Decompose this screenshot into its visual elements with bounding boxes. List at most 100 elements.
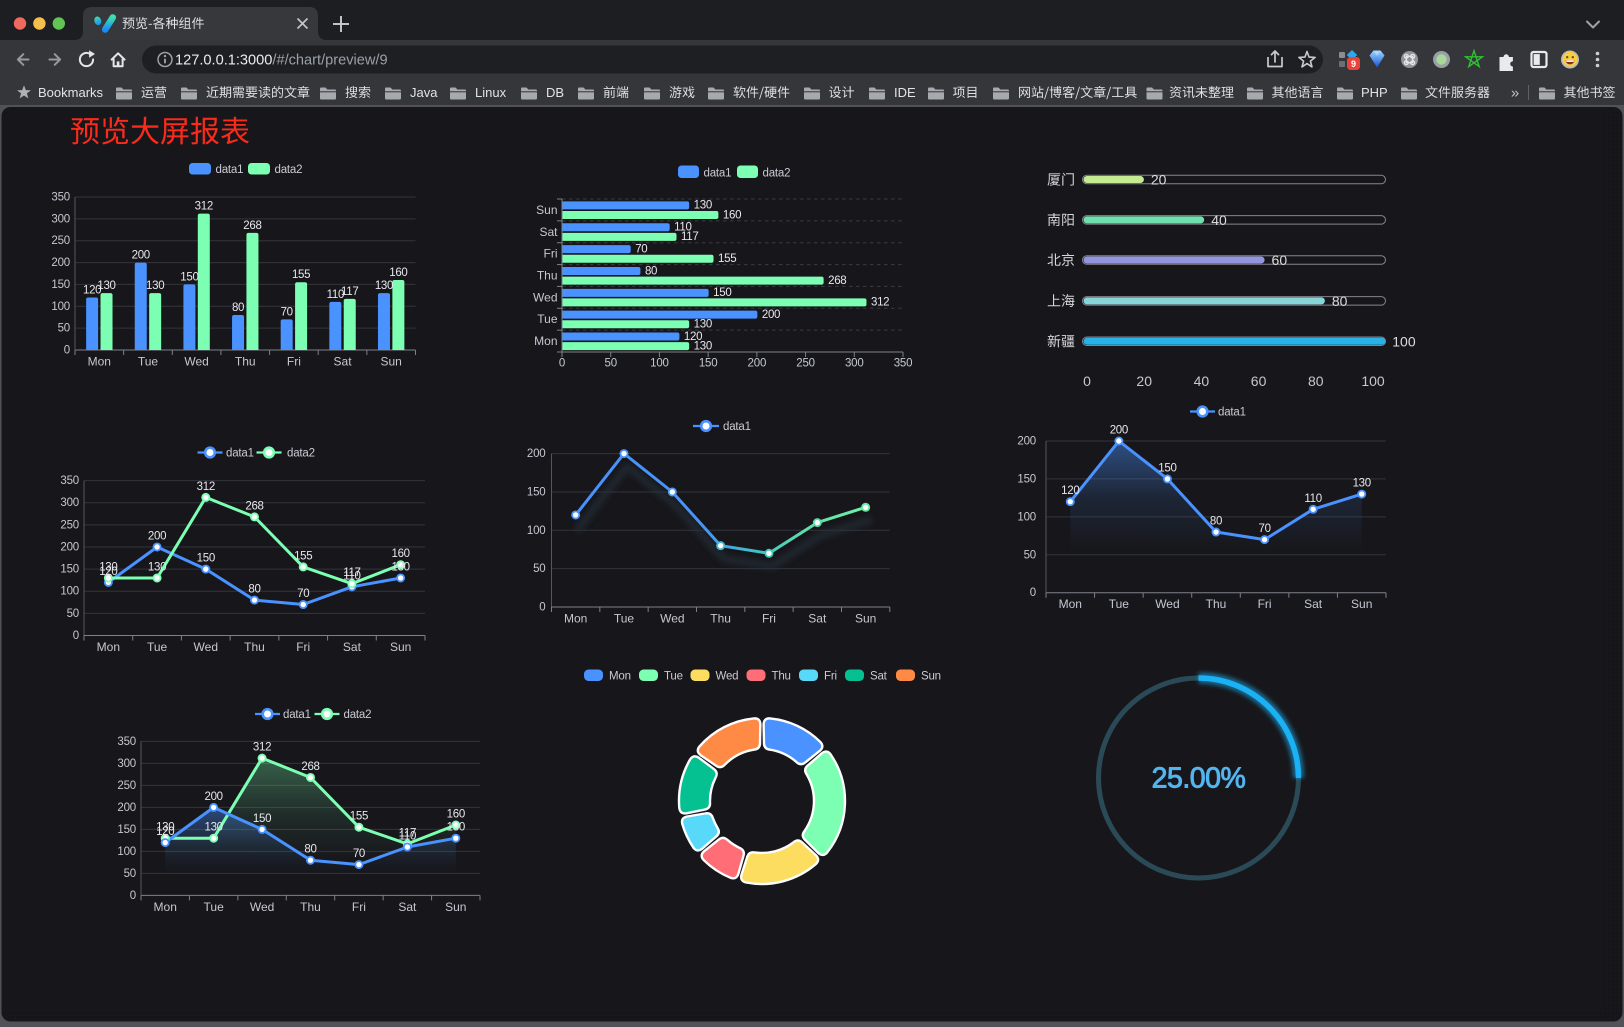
svg-text:130: 130 [97,280,115,292]
svg-text:200: 200 [51,257,70,269]
svg-text:data1: data1 [226,448,254,460]
svg-text:130: 130 [146,280,164,292]
svg-text:Sat: Sat [1304,597,1323,611]
svg-text:70: 70 [353,848,365,860]
svg-text:312: 312 [197,481,215,493]
svg-text:Thu: Thu [235,355,256,369]
svg-text:data2: data2 [287,448,315,460]
svg-text:0: 0 [1083,373,1091,389]
svg-text:data2: data2 [763,168,791,180]
svg-text:100: 100 [117,846,136,858]
svg-text:50: 50 [1024,549,1036,561]
svg-text:Mon: Mon [97,640,120,654]
svg-text:20: 20 [1151,172,1167,188]
svg-text:Sun: Sun [921,671,941,683]
svg-text:300: 300 [117,758,136,770]
svg-text:250: 250 [796,358,815,370]
svg-text:Tue: Tue [1109,597,1130,611]
svg-text:150: 150 [713,287,731,299]
svg-text:120: 120 [156,826,174,838]
svg-text:130: 130 [447,822,465,834]
svg-text:350: 350 [51,192,70,204]
svg-text:130: 130 [391,561,409,573]
svg-text:data1: data1 [283,709,311,721]
svg-text:120: 120 [1061,485,1079,497]
svg-text:Thu: Thu [1206,597,1227,611]
svg-text:268: 268 [245,500,263,512]
svg-text:200: 200 [204,791,222,803]
svg-text:100: 100 [1017,511,1036,523]
svg-text:50: 50 [67,608,79,620]
svg-text:110: 110 [399,831,416,843]
svg-text:25.00%: 25.00% [1152,763,1246,795]
svg-text:9: 9 [1351,59,1356,69]
svg-text:80: 80 [232,302,244,314]
svg-text:100: 100 [51,301,70,313]
svg-text:0: 0 [130,890,136,902]
svg-text:Mon: Mon [1059,597,1082,611]
svg-text:data1: data1 [1218,407,1246,419]
svg-text:155: 155 [292,269,310,281]
svg-text:117: 117 [341,286,358,298]
svg-text:200: 200 [762,309,780,321]
svg-text:200: 200 [117,802,136,814]
svg-text:150: 150 [60,564,79,576]
svg-text:50: 50 [533,563,545,575]
svg-text:350: 350 [60,475,79,487]
svg-text:70: 70 [1258,523,1270,535]
svg-text:Wed: Wed [716,671,739,683]
svg-text:150: 150 [527,486,546,498]
svg-text:200: 200 [1110,425,1128,437]
svg-text:0: 0 [1030,587,1036,599]
svg-text:Fri: Fri [544,247,558,261]
svg-text:Fri: Fri [1258,597,1272,611]
svg-text:300: 300 [51,213,70,225]
svg-text:250: 250 [51,235,70,247]
svg-text:Sun: Sun [536,203,557,217]
svg-text:Wed: Wed [184,355,208,369]
svg-text:Tue: Tue [147,640,168,654]
svg-text:150: 150 [197,553,215,565]
svg-text:110: 110 [1304,493,1321,505]
svg-text:Sat: Sat [398,900,417,914]
svg-text:Wed: Wed [533,290,557,304]
svg-text:50: 50 [124,868,136,880]
svg-text:130: 130 [694,319,712,331]
svg-text:160: 160 [447,809,465,821]
svg-text:DB: DB [546,85,564,100]
svg-text:data2: data2 [275,164,303,176]
svg-text:155: 155 [350,811,368,823]
svg-text:80: 80 [1210,516,1222,528]
svg-text:120: 120 [99,566,117,578]
svg-text:250: 250 [60,519,79,531]
svg-text:Fri: Fri [352,900,366,914]
svg-text:300: 300 [845,358,864,370]
svg-text:Wed: Wed [194,640,218,654]
svg-text:155: 155 [718,253,736,265]
svg-text:100: 100 [60,586,79,598]
svg-text:data1: data1 [723,421,751,433]
svg-text:100: 100 [650,358,669,370]
svg-text:Fri: Fri [287,355,301,369]
svg-text:Mon: Mon [564,612,587,626]
svg-text:312: 312 [253,742,271,754]
svg-text:80: 80 [1308,373,1324,389]
svg-text:0: 0 [64,345,70,357]
svg-text:Wed: Wed [1155,597,1179,611]
svg-text:Thu: Thu [300,900,321,914]
svg-text:Tue: Tue [138,355,159,369]
svg-text:Sun: Sun [855,612,876,626]
svg-text:50: 50 [605,358,617,370]
svg-text:130: 130 [99,561,117,573]
svg-text:130: 130 [1353,478,1371,490]
svg-text:117: 117 [399,827,416,839]
svg-text:Java: Java [410,85,438,100]
svg-text:160: 160 [723,209,741,221]
svg-text:60: 60 [1272,252,1288,268]
svg-text:Tue: Tue [614,612,635,626]
svg-text:200: 200 [148,530,166,542]
svg-text:40: 40 [1211,212,1227,228]
svg-text:80: 80 [304,844,316,856]
svg-text:40: 40 [1194,373,1210,389]
svg-text:160: 160 [389,267,407,279]
